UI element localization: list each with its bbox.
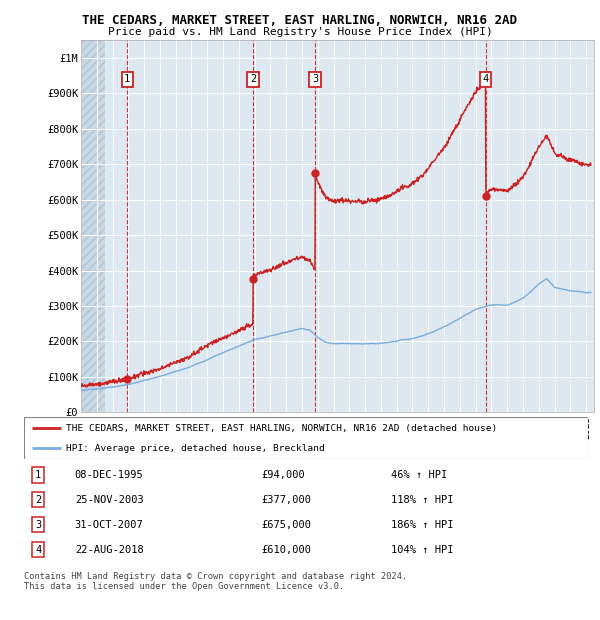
Text: 22-AUG-2018: 22-AUG-2018	[75, 545, 143, 555]
Text: 118% ↑ HPI: 118% ↑ HPI	[391, 495, 453, 505]
Text: HPI: Average price, detached house, Breckland: HPI: Average price, detached house, Brec…	[66, 444, 325, 453]
Text: 104% ↑ HPI: 104% ↑ HPI	[391, 545, 453, 555]
Text: 186% ↑ HPI: 186% ↑ HPI	[391, 520, 453, 530]
Text: 46% ↑ HPI: 46% ↑ HPI	[391, 470, 447, 480]
Text: 4: 4	[35, 545, 41, 555]
Text: 3: 3	[35, 520, 41, 530]
Text: 31-OCT-2007: 31-OCT-2007	[75, 520, 143, 530]
Text: 25-NOV-2003: 25-NOV-2003	[75, 495, 143, 505]
Text: £675,000: £675,000	[261, 520, 311, 530]
Text: £377,000: £377,000	[261, 495, 311, 505]
Text: Contains HM Land Registry data © Crown copyright and database right 2024.
This d: Contains HM Land Registry data © Crown c…	[24, 572, 407, 591]
Text: 2: 2	[35, 495, 41, 505]
Text: 08-DEC-1995: 08-DEC-1995	[75, 470, 143, 480]
Text: Price paid vs. HM Land Registry's House Price Index (HPI): Price paid vs. HM Land Registry's House …	[107, 27, 493, 37]
Text: 2: 2	[250, 74, 256, 84]
Text: THE CEDARS, MARKET STREET, EAST HARLING, NORWICH, NR16 2AD (detached house): THE CEDARS, MARKET STREET, EAST HARLING,…	[66, 424, 497, 433]
Text: £610,000: £610,000	[261, 545, 311, 555]
Text: THE CEDARS, MARKET STREET, EAST HARLING, NORWICH, NR16 2AD: THE CEDARS, MARKET STREET, EAST HARLING,…	[83, 14, 517, 27]
Text: 1: 1	[124, 74, 130, 84]
FancyBboxPatch shape	[24, 417, 588, 459]
Bar	[81, 40, 104, 412]
Text: 1: 1	[35, 470, 41, 480]
Text: £94,000: £94,000	[261, 470, 305, 480]
Text: 4: 4	[482, 74, 489, 84]
Text: 3: 3	[312, 74, 318, 84]
